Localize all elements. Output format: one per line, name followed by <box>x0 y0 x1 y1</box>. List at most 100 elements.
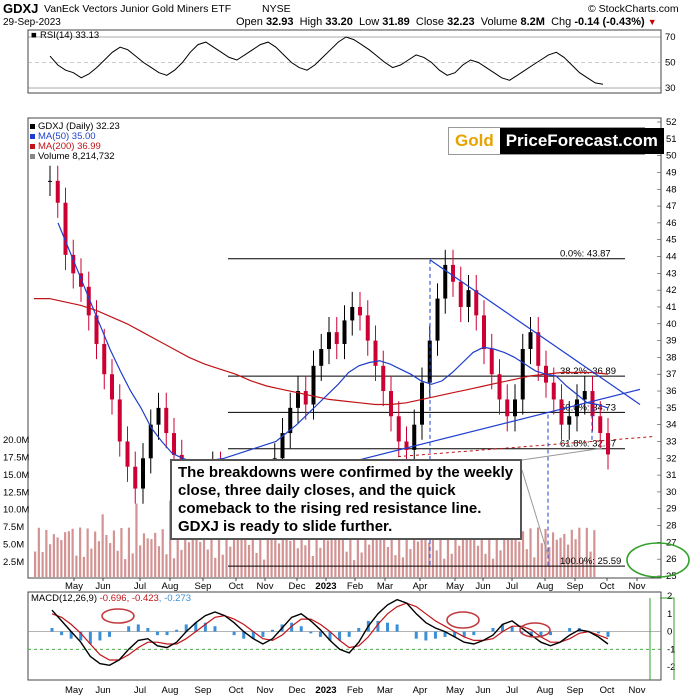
macd-tick-label: 1 <box>667 609 672 620</box>
volume-bar <box>514 536 517 577</box>
macd-histogram-bar <box>510 626 514 632</box>
macd-xaxis-label: Oct <box>600 685 615 696</box>
volume-bar <box>206 549 209 577</box>
price-candle-body <box>334 332 339 344</box>
price-candle-body <box>582 391 587 400</box>
volume-bar <box>266 527 269 577</box>
volume-bar <box>379 539 382 577</box>
legend-entry: Volume 8,214,732 <box>38 151 115 162</box>
volume-bar <box>270 537 273 577</box>
volume-bar <box>443 558 446 577</box>
symbol: GDXJ <box>3 1 39 16</box>
price-tick-label: 35 <box>666 403 677 414</box>
price-candle-body <box>303 391 308 405</box>
price-tick-label: 45 <box>666 235 677 246</box>
macd-highlight-ellipse <box>446 611 480 629</box>
macd-title: MACD(12,26,9) -0.696, -0.423, -0.273 <box>31 593 191 604</box>
volume-bar <box>435 550 438 577</box>
volume-bar <box>518 541 521 577</box>
macd-histogram-bar <box>568 628 572 632</box>
price-candle-body <box>296 391 300 408</box>
macd-histogram-bar <box>127 626 131 632</box>
price-tick-label: 43 <box>666 268 677 279</box>
macd-target-bracket <box>660 597 675 680</box>
volume-bar <box>416 541 420 577</box>
volume-bar <box>214 557 217 577</box>
volume-bar <box>536 527 540 577</box>
price-candle-body <box>505 399 510 417</box>
price-tick-label: 39 <box>666 336 677 347</box>
macd-histogram-bar <box>309 631 313 634</box>
volume-bar <box>540 543 543 577</box>
volume-bar <box>296 548 299 577</box>
price-tick-label: 38 <box>666 352 677 363</box>
volume-bar <box>176 528 179 577</box>
legend-entry: GDXJ (Daily) 32.23 <box>38 121 120 132</box>
price-candle-body <box>48 180 52 182</box>
volume-tick-label: 17.5M <box>3 452 29 463</box>
volume-bar <box>105 534 108 577</box>
volume-bar <box>274 530 277 577</box>
volume-bar <box>356 527 359 577</box>
volume-bar <box>431 530 435 577</box>
volume-bar <box>424 535 427 577</box>
volume-bar <box>191 535 194 577</box>
legend-swatch <box>30 134 35 139</box>
price-xaxis-label: Apr <box>413 581 428 592</box>
rsi-tick-label: 50 <box>665 58 676 69</box>
macd-xaxis-label: May <box>65 685 83 696</box>
price-candle-body <box>435 298 440 341</box>
volume-bar <box>180 549 183 577</box>
high-label: High <box>299 16 323 28</box>
volume-bar <box>491 558 495 577</box>
price-tick-label: 44 <box>666 252 677 263</box>
ma200-line <box>34 298 609 406</box>
price-tick-label: 27 <box>666 537 677 548</box>
volume-bar <box>368 544 371 577</box>
macd-highlight-ellipse <box>519 622 551 638</box>
price-xaxis-label: May <box>65 581 83 592</box>
volume-bar <box>75 555 78 577</box>
price-candle-body <box>559 399 564 425</box>
volume-tick-label: 7.5M <box>3 522 24 533</box>
volume-bar <box>52 534 55 577</box>
macd-histogram-bar <box>462 631 466 637</box>
volume-bar <box>480 529 483 577</box>
macd-histogram-bar <box>60 631 64 636</box>
macd-histogram-bar <box>424 631 428 641</box>
price-candle-body <box>443 264 448 299</box>
macd-histogram-bar <box>357 628 361 632</box>
price-candle-body <box>288 407 293 434</box>
volume-bar <box>589 551 592 577</box>
price-candle-body <box>373 340 378 366</box>
macd-histogram-bar <box>98 631 102 641</box>
macd-xaxis-label: Jul <box>506 685 518 696</box>
volume-bar <box>49 544 52 577</box>
falling-resistance-line <box>429 259 641 405</box>
volume-bar <box>338 525 341 577</box>
price-candle-body <box>474 290 479 316</box>
macd-histogram-bar <box>242 631 246 639</box>
date: 29-Sep-2023 <box>3 17 61 28</box>
volume-bar <box>563 533 566 577</box>
price-xaxis-label: May <box>446 581 464 592</box>
price-candle-body <box>358 306 362 316</box>
volume-bar <box>574 539 577 577</box>
security-name: VanEck Vectors Junior Gold Miners ETF <box>44 3 232 15</box>
volume-bar <box>41 552 44 577</box>
price-tick-label: 33 <box>666 436 677 447</box>
rsi-panel-frame <box>27 29 662 94</box>
annotation-pointer <box>521 469 549 556</box>
price-xaxis-label: Aug <box>162 581 179 592</box>
price-candle-body <box>117 399 122 442</box>
volume-bar <box>559 537 562 577</box>
macd-histogram-bar <box>213 626 217 632</box>
open-label: Open <box>236 16 263 28</box>
legend-swatch <box>30 154 35 159</box>
price-xaxis-label: Sep <box>567 581 584 592</box>
price-candle-body <box>404 441 409 450</box>
price-xaxis-label: 2023 <box>315 581 336 592</box>
volume-label: Volume <box>480 16 518 28</box>
volume-bar <box>345 551 348 577</box>
